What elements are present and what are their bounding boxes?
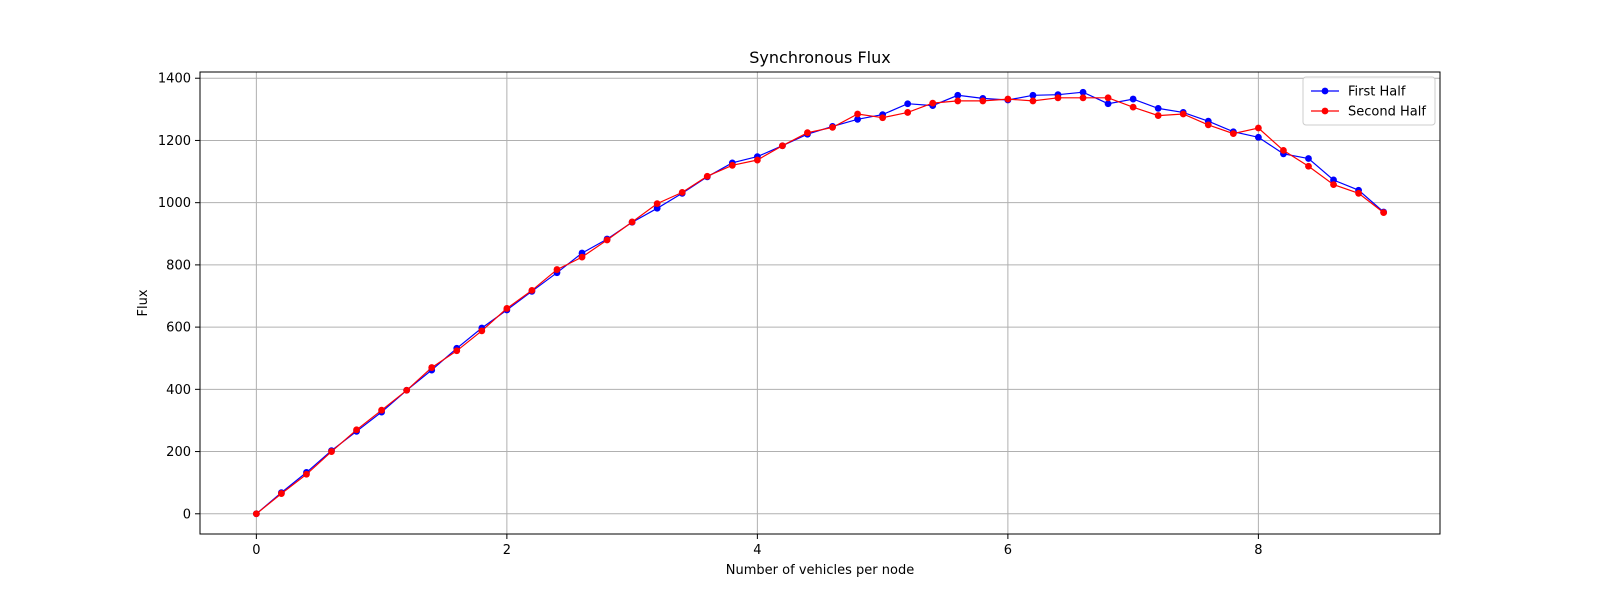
data-point (753, 156, 761, 164)
data-point (1154, 105, 1162, 112)
data-point (1154, 112, 1162, 119)
data-point (879, 114, 887, 122)
data-point (954, 97, 962, 105)
data-point (1305, 162, 1312, 170)
data-point (252, 510, 260, 518)
x-tick-label: 4 (753, 543, 761, 558)
data-point (904, 109, 912, 116)
data-point (1104, 94, 1112, 102)
y-tick-label: 600 (166, 321, 191, 336)
legend-swatch-marker (1321, 87, 1329, 95)
legend: First Half Second Half (1302, 76, 1436, 126)
data-point (804, 129, 811, 137)
data-point (503, 305, 511, 312)
series-line (256, 97, 1384, 515)
data-point (453, 347, 461, 355)
data-point (653, 200, 661, 208)
data-point (428, 364, 436, 371)
data-point (478, 327, 486, 335)
legend-label: First Half (1348, 85, 1406, 100)
data-point (578, 253, 586, 261)
y-axis-title: Flux (136, 289, 151, 316)
y-tick-label: 1200 (158, 134, 191, 149)
data-point (1330, 176, 1337, 184)
data-point (378, 406, 386, 414)
data-point (1179, 110, 1187, 118)
data-point (1104, 100, 1112, 108)
data-point (1229, 130, 1237, 138)
data-point (328, 448, 335, 455)
data-point (1054, 94, 1062, 102)
data-point (1204, 121, 1212, 129)
data-point (1079, 94, 1087, 102)
data-point (1355, 189, 1362, 197)
y-tick-label: 800 (166, 258, 191, 273)
series-layer (252, 88, 1388, 518)
data-point (1254, 124, 1262, 132)
y-tick-label: 1000 (158, 196, 191, 211)
x-tick-label: 0 (252, 543, 260, 558)
data-point (1129, 95, 1137, 103)
ticks: 0 2 4 6 8 0 200 400 600 800 1000 1200 1400 (158, 72, 1263, 558)
data-point (403, 386, 411, 394)
data-point (1280, 147, 1287, 154)
y-tick-label: 1400 (158, 72, 191, 87)
data-point (1254, 133, 1262, 141)
data-point (1330, 181, 1337, 189)
data-point (553, 266, 561, 273)
data-point (829, 123, 836, 131)
data-point (1129, 103, 1137, 111)
data-point (678, 189, 686, 196)
data-point (979, 97, 987, 105)
chart-title: Synchronous Flux (749, 48, 890, 67)
data-point (1380, 209, 1388, 217)
data-point (528, 287, 536, 294)
legend-label: Second Half (1348, 105, 1426, 120)
data-point (728, 161, 736, 169)
legend-item: Second Half (1311, 105, 1426, 120)
data-point (1004, 95, 1012, 103)
data-point (278, 490, 285, 497)
data-point (779, 142, 786, 150)
data-point (904, 100, 912, 108)
data-point (1029, 97, 1037, 105)
data-point (1305, 155, 1312, 162)
data-point (854, 110, 861, 118)
data-point (854, 115, 861, 123)
legend-item: First Half (1311, 85, 1406, 100)
x-axis-title: Number of vehicles per node (726, 563, 914, 578)
data-point (703, 172, 711, 180)
data-point (929, 99, 937, 107)
data-point (303, 470, 310, 478)
data-point (1079, 88, 1087, 96)
data-point (954, 91, 962, 99)
y-tick-label: 200 (166, 445, 191, 460)
y-tick-label: 0 (183, 507, 191, 522)
x-tick-label: 8 (1254, 543, 1262, 558)
x-tick-label: 2 (503, 543, 511, 558)
plot-frame (199, 71, 1441, 535)
data-point (1029, 91, 1037, 99)
data-point (628, 218, 636, 226)
legend-box (1302, 76, 1436, 126)
y-tick-label: 400 (166, 383, 191, 398)
series-second-half (252, 94, 1388, 518)
x-tick-label: 6 (1004, 543, 1012, 558)
data-point (353, 426, 360, 434)
data-point (603, 236, 611, 244)
data-point (653, 204, 661, 212)
legend-swatch-marker (1321, 107, 1329, 115)
